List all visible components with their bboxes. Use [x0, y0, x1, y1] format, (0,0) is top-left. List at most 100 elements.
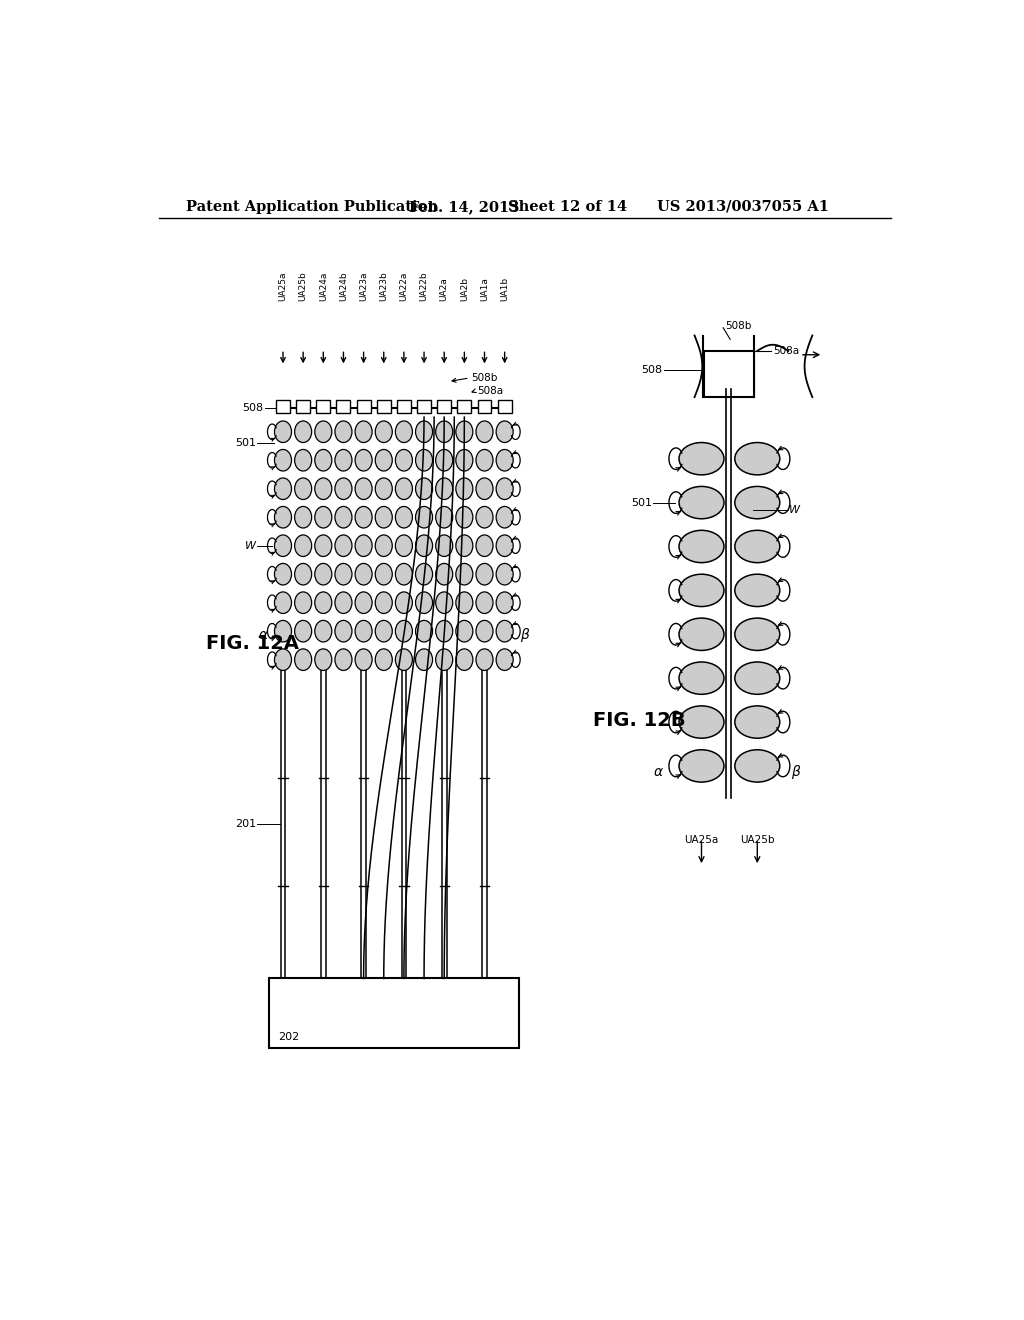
Text: 508b: 508b [471, 372, 498, 383]
Ellipse shape [416, 620, 432, 642]
Ellipse shape [456, 478, 473, 499]
Text: UA2b: UA2b [460, 277, 469, 301]
Ellipse shape [274, 449, 292, 471]
Ellipse shape [295, 649, 311, 671]
Ellipse shape [274, 649, 292, 671]
Text: US 2013/0037055 A1: US 2013/0037055 A1 [657, 199, 829, 214]
Ellipse shape [456, 649, 473, 671]
Ellipse shape [476, 649, 493, 671]
Ellipse shape [355, 478, 372, 499]
Ellipse shape [314, 564, 332, 585]
Ellipse shape [496, 507, 513, 528]
Bar [458, 400, 471, 412]
Ellipse shape [735, 574, 779, 607]
Ellipse shape [314, 421, 332, 442]
Text: $\beta$: $\beta$ [791, 763, 801, 781]
Ellipse shape [355, 649, 372, 671]
Bar [316, 400, 331, 412]
Ellipse shape [395, 591, 413, 614]
Text: UA25b: UA25b [740, 836, 774, 845]
Ellipse shape [735, 663, 779, 694]
Ellipse shape [375, 535, 392, 557]
Text: UA25a: UA25a [684, 836, 719, 845]
Ellipse shape [496, 591, 513, 614]
Ellipse shape [496, 649, 513, 671]
Ellipse shape [735, 618, 779, 651]
Ellipse shape [355, 421, 372, 442]
Ellipse shape [395, 564, 413, 585]
Ellipse shape [395, 535, 413, 557]
Ellipse shape [476, 535, 493, 557]
Text: $\alpha$: $\alpha$ [258, 628, 269, 642]
Ellipse shape [456, 591, 473, 614]
Ellipse shape [314, 478, 332, 499]
Ellipse shape [395, 649, 413, 671]
Ellipse shape [375, 564, 392, 585]
Ellipse shape [735, 706, 779, 738]
Ellipse shape [314, 507, 332, 528]
Text: 201: 201 [234, 820, 256, 829]
Text: UA24a: UA24a [318, 272, 328, 301]
Ellipse shape [476, 449, 493, 471]
Ellipse shape [435, 620, 453, 642]
Ellipse shape [476, 620, 493, 642]
Text: 508: 508 [243, 403, 263, 413]
Ellipse shape [335, 591, 352, 614]
Ellipse shape [679, 663, 724, 694]
Text: UA23a: UA23a [359, 272, 368, 301]
Ellipse shape [456, 449, 473, 471]
Ellipse shape [435, 649, 453, 671]
Text: UA23b: UA23b [379, 271, 388, 301]
Text: UA22b: UA22b [420, 271, 429, 301]
Ellipse shape [435, 535, 453, 557]
Ellipse shape [416, 478, 432, 499]
Text: 508: 508 [642, 366, 663, 375]
Ellipse shape [295, 535, 311, 557]
Ellipse shape [335, 478, 352, 499]
Ellipse shape [274, 478, 292, 499]
Ellipse shape [395, 620, 413, 642]
Ellipse shape [456, 421, 473, 442]
Text: Patent Application Publication: Patent Application Publication [186, 199, 438, 214]
Ellipse shape [274, 564, 292, 585]
Ellipse shape [355, 591, 372, 614]
Ellipse shape [735, 531, 779, 562]
Ellipse shape [476, 591, 493, 614]
Text: 501: 501 [631, 498, 652, 508]
Ellipse shape [335, 649, 352, 671]
Ellipse shape [456, 620, 473, 642]
Bar [269, 978, 518, 1048]
Text: W: W [790, 506, 800, 515]
Text: $\beta$: $\beta$ [520, 626, 530, 644]
Text: 508a: 508a [477, 385, 503, 396]
Ellipse shape [496, 620, 513, 642]
Ellipse shape [476, 421, 493, 442]
Ellipse shape [314, 620, 332, 642]
Text: Sheet 12 of 14: Sheet 12 of 14 [508, 199, 627, 214]
Ellipse shape [355, 507, 372, 528]
Ellipse shape [456, 507, 473, 528]
Ellipse shape [375, 421, 392, 442]
Ellipse shape [314, 535, 332, 557]
Ellipse shape [456, 564, 473, 585]
Ellipse shape [375, 591, 392, 614]
Text: 508b: 508b [725, 321, 752, 331]
Ellipse shape [375, 478, 392, 499]
Ellipse shape [476, 507, 493, 528]
Ellipse shape [274, 421, 292, 442]
Text: $\alpha$: $\alpha$ [652, 766, 664, 779]
Ellipse shape [355, 564, 372, 585]
Ellipse shape [679, 487, 724, 519]
Ellipse shape [335, 620, 352, 642]
Ellipse shape [295, 421, 311, 442]
Ellipse shape [679, 442, 724, 475]
Bar [437, 400, 452, 412]
Ellipse shape [456, 535, 473, 557]
Ellipse shape [416, 535, 432, 557]
Bar [377, 400, 391, 412]
Ellipse shape [496, 478, 513, 499]
Text: UA25a: UA25a [279, 272, 288, 301]
Text: 202: 202 [279, 1032, 300, 1041]
Bar [356, 400, 371, 412]
Ellipse shape [274, 620, 292, 642]
